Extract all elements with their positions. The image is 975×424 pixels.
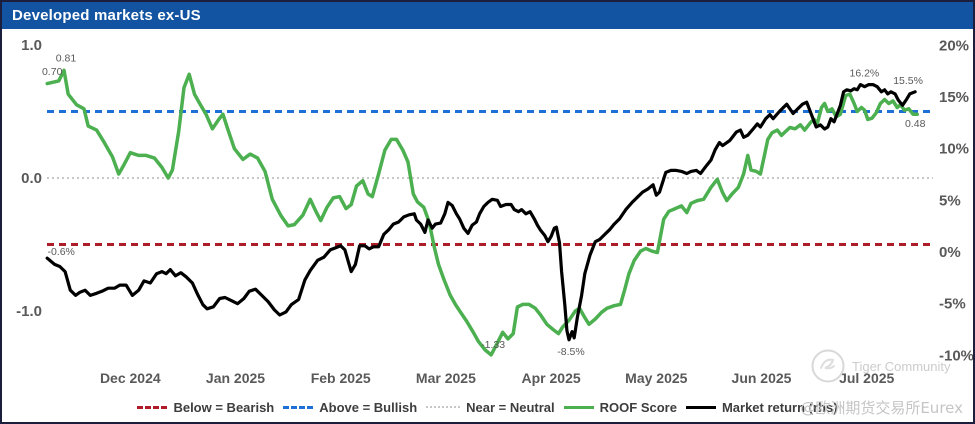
- left-axis-tick: 1.0: [21, 37, 42, 54]
- data-label: 0.81: [56, 52, 77, 64]
- left-axis-tick: -1.0: [16, 303, 42, 320]
- data-label: -1.33: [481, 339, 505, 351]
- x-axis-tick: Apr 2025: [522, 370, 581, 386]
- chart-legend: Below = Bearish Above = Bullish Near = N…: [2, 397, 973, 417]
- left-axis-tick: 0.0: [21, 170, 42, 187]
- data-label: -8.5%: [557, 346, 584, 358]
- x-axis-tick: Feb 2025: [311, 370, 371, 386]
- data-label: 0.48: [905, 118, 926, 130]
- tiger-community-watermark: Tiger Community: [808, 346, 950, 386]
- legend-label-market-return: Market return (rhs): [721, 399, 838, 415]
- data-label: -0.6%: [47, 246, 74, 258]
- data-label: 16.2%: [850, 68, 880, 80]
- x-axis-tick: Jan 2025: [206, 370, 265, 386]
- right-axis-tick: 0%: [939, 244, 961, 261]
- tiger-community-label: Tiger Community: [852, 358, 951, 374]
- legend-label-roof-score: ROOF Score: [599, 399, 677, 415]
- x-axis-tick: May 2025: [625, 370, 687, 386]
- roof-score-line-icon: [563, 405, 594, 409]
- x-axis-tick: Dec 2024: [100, 370, 161, 386]
- x-axis-tick: Mar 2025: [416, 370, 476, 386]
- right-axis-tick: -10%: [939, 347, 974, 364]
- chart-title: Developed markets ex-US: [12, 7, 201, 24]
- tiger-logo-icon: [811, 349, 845, 383]
- x-axis-tick: Jun 2025: [732, 370, 792, 386]
- legend-label-bullish: Above = Bullish: [319, 399, 418, 415]
- neutral-dot-icon: [426, 406, 461, 408]
- right-axis-tick: -5%: [939, 296, 966, 313]
- data-label: 15.5%: [893, 75, 923, 87]
- legend-item-bullish: Above = Bullish: [283, 400, 417, 415]
- legend-label-neutral: Near = Neutral: [466, 399, 555, 415]
- legend-item-bearish: Below = Bearish: [137, 400, 274, 415]
- right-axis-tick: 5%: [939, 192, 961, 209]
- right-axis-tick: 20%: [939, 37, 969, 54]
- legend-item-roof-score: ROOF Score: [563, 399, 677, 415]
- legend-label-bearish: Below = Bearish: [173, 399, 275, 415]
- market-return-line: [45, 82, 917, 342]
- x-axis-tick: Jul 2025: [839, 370, 894, 386]
- data-label: 0.70: [42, 66, 63, 78]
- right-axis-tick: 15%: [939, 89, 969, 106]
- market-return-line-icon: [685, 405, 716, 409]
- chart-title-bar: Developed markets ex-US: [2, 2, 973, 29]
- right-axis-tick: 10%: [939, 141, 969, 158]
- bearish-dash-icon: [137, 405, 168, 409]
- roof-score-line: [45, 68, 919, 357]
- legend-item-neutral: Near = Neutral: [426, 400, 555, 415]
- bullish-dash-icon: [283, 405, 314, 409]
- legend-item-market-return: Market return (rhs): [685, 399, 838, 415]
